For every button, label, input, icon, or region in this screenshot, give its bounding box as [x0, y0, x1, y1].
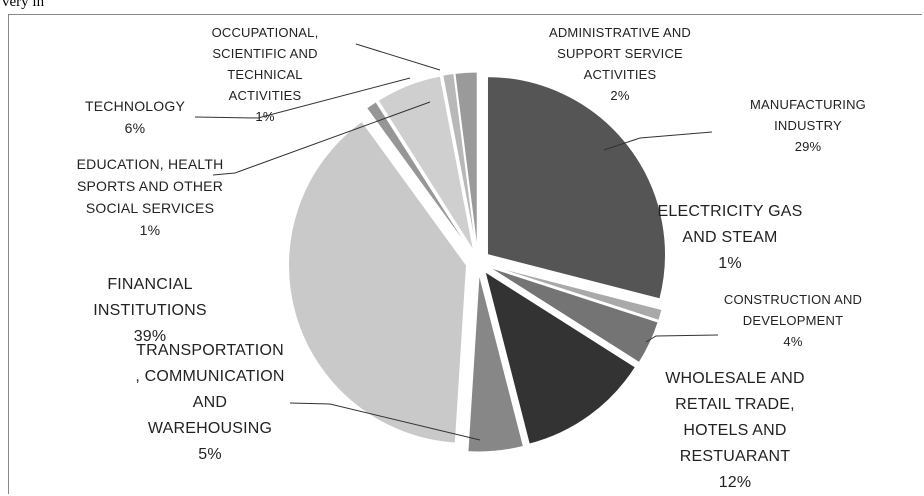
slice-label: ELECTRICITY GAS AND STEAM 1%	[657, 203, 803, 272]
slice-label: TRANSPORTATION , COMMUNICATION AND WAREH…	[135, 342, 285, 463]
slice-label: CONSTRUCTION AND DEVELOPMENT 4%	[723, 292, 863, 349]
leader-lines	[194, 43, 719, 441]
leader-line	[355, 43, 441, 71]
slice-label: ADMINISTRATIVE AND SUPPORT SERVICE ACTIV…	[548, 25, 692, 103]
pie-slice	[488, 266, 659, 364]
leader-line	[194, 77, 411, 119]
leader-line	[289, 402, 481, 441]
leader-line	[603, 131, 713, 151]
slice-label: WHOLESALE AND RETAIL TRADE, HOTELS AND R…	[665, 370, 805, 491]
slice-label: FINANCIAL INSTITUTIONS 39%	[93, 276, 207, 345]
pie-slice	[288, 120, 467, 444]
slice-label: EDUCATION, HEALTH SPORTS AND OTHER SOCIA…	[76, 156, 224, 238]
chart-frame	[8, 14, 922, 494]
pie-slice	[454, 71, 478, 251]
slice-label: OCCUPATIONAL, SCIENTIFIC AND TECHNICAL A…	[211, 25, 319, 124]
pie-slice	[377, 75, 475, 252]
pie-slice	[442, 72, 477, 251]
pie-slice	[486, 76, 666, 300]
pie-slice	[484, 270, 637, 445]
text-fragment: very in	[2, 0, 45, 10]
slice-label: TECHNOLOGY 6%	[84, 98, 185, 136]
leader-line	[645, 334, 719, 343]
pie-slice	[365, 101, 472, 253]
pie-slice	[489, 264, 663, 321]
leader-line	[212, 101, 431, 176]
slice-label: MANUFACTURING INDUSTRY 29%	[750, 97, 866, 154]
pie-slice	[467, 273, 525, 453]
